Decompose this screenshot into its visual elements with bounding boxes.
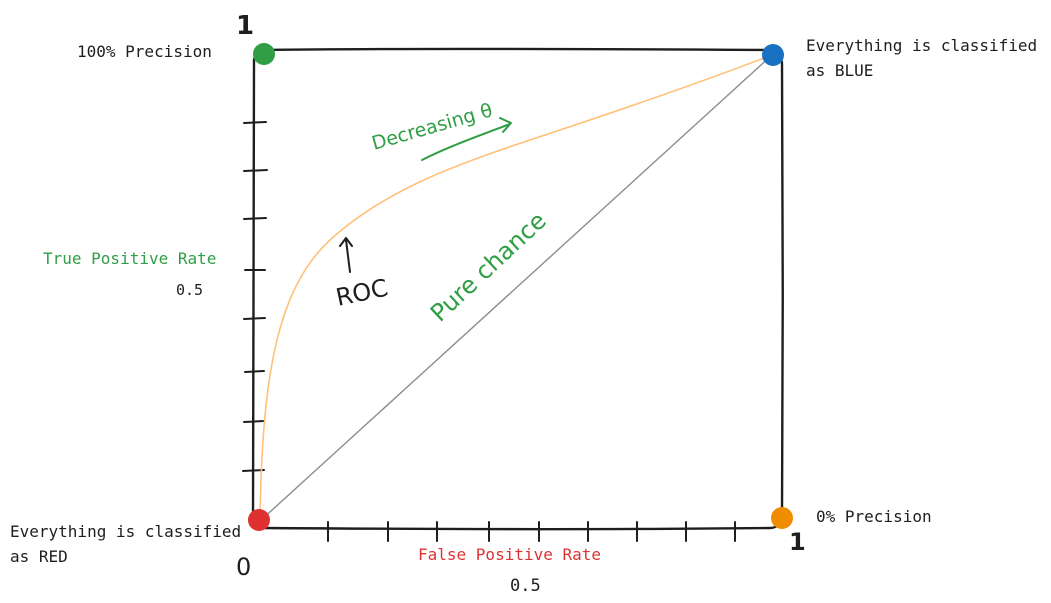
y-top-tick-label: 1 <box>236 11 254 41</box>
roc-annotation: ROC <box>333 237 390 312</box>
decreasing-theta-label: Decreasing θ <box>369 99 495 154</box>
y-mid-tick-label: 0.5 <box>176 281 203 299</box>
y-axis-label: True Positive Rate <box>43 249 216 268</box>
bottom-right-corner-label: 0% Precision <box>816 507 932 526</box>
pure-chance-line <box>259 54 773 522</box>
top-right-corner-label-line1: Everything is classified <box>806 36 1037 55</box>
top-left-corner-label: 100% Precision <box>77 42 212 61</box>
dot-bottom-left-red <box>248 509 270 531</box>
bottom-left-corner-label-line2: as RED <box>10 547 68 566</box>
decreasing-theta-annotation: Decreasing θ <box>369 99 512 161</box>
decreasing-theta-arrow <box>421 117 512 161</box>
bottom-left-corner-label-line1: Everything is classified <box>10 522 241 541</box>
y-axis-ticks <box>242 121 268 472</box>
pure-chance-label: Pure chance <box>425 206 552 327</box>
x-mid-tick-label: 0.5 <box>510 576 541 596</box>
roc-arrow <box>339 237 353 273</box>
dot-bottom-right-orange <box>771 507 793 529</box>
top-right-corner-label-line2: as BLUE <box>806 61 873 80</box>
x-axis-ticks <box>327 521 736 542</box>
origin-label: 0 <box>236 553 251 581</box>
x-axis-label: False Positive Rate <box>418 545 601 564</box>
plot-frame <box>251 47 784 531</box>
roc-label: ROC <box>333 274 390 312</box>
roc-curve <box>259 54 773 522</box>
x-right-tick-label: 1 <box>789 528 806 556</box>
dot-top-right-blue <box>762 44 784 66</box>
dot-top-left-green <box>253 43 275 65</box>
